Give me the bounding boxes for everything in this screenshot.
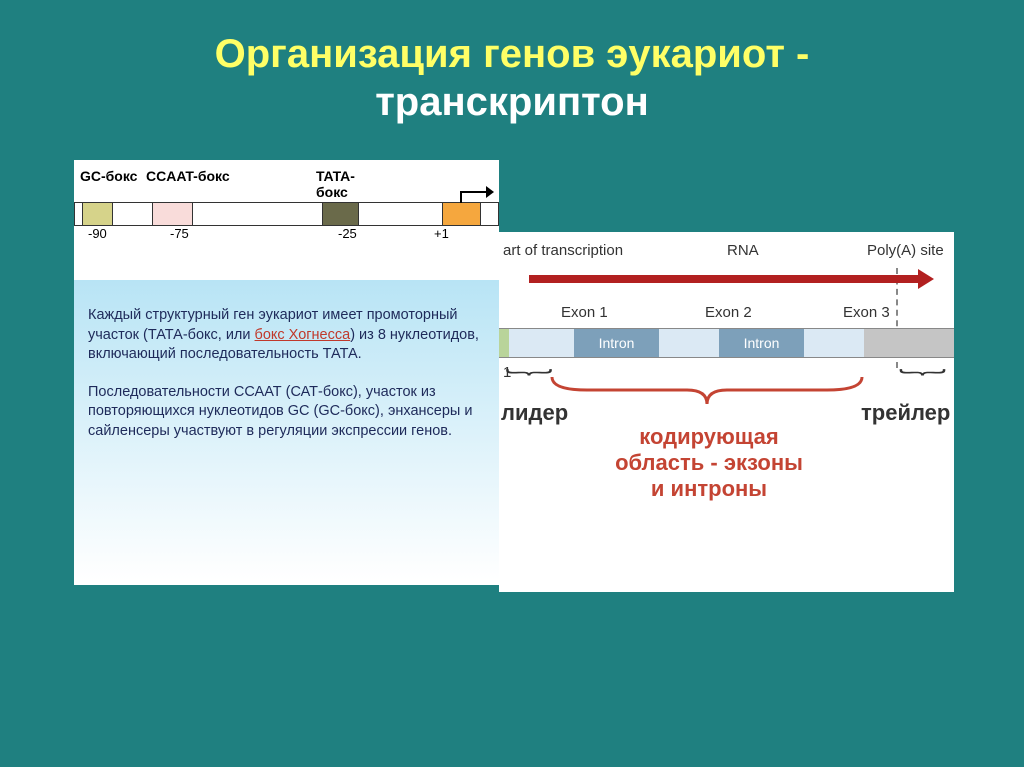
exon3-label: Exon 3 [843,304,890,321]
gene-segment [499,329,509,357]
polya-label: Poly(A) site [867,242,944,259]
gene-segment [864,329,954,357]
gene-segment: Intron [574,329,659,357]
gene-structure-diagram: art of transcription RNA Poly(A) site Ex… [499,232,954,592]
slide-title: Организация генов эукариот - транскрипто… [40,30,984,126]
promoter-segment [193,203,323,225]
coding-line-2: область - экзоны [579,450,839,476]
title-line-1: Организация генов эукариот - [215,32,810,76]
promoter-diagram: GC-бокс CCAAT-бокс TATA-бокс -90 -75 -25… [74,160,499,280]
tick-1: -90 [88,226,107,241]
promoter-segment [113,203,153,225]
promoter-segment [153,203,193,225]
gc-label: GC-бокс [74,168,146,200]
title-line-2: транскриптон [375,80,649,124]
trailer-brace-icon: ︸ [895,370,950,394]
ccaat-label: CCAAT-бокс [146,168,266,200]
tick-3: -25 [338,226,357,241]
hogness-link[interactable]: бокс Хогнесса [255,327,351,343]
exon2-label: Exon 2 [705,304,752,321]
coding-line-1: кодирующая [579,424,839,450]
promoter-segment [323,203,359,225]
promoter-segment [359,203,443,225]
tick-4: +1 [434,226,449,241]
tata-label: TATA-бокс [266,168,376,200]
text-area: Каждый структурный ген эукариот имеет пр… [74,280,499,580]
leader-label: лидер [501,400,568,426]
gene-segment [659,329,719,357]
gene-segment [804,329,864,357]
promoter-segment [443,203,481,225]
coding-line-3: и интроны [579,476,839,502]
coding-region-label: кодирующая область - экзоны и интроны [579,424,839,502]
gene-track: Intron Intron [499,328,954,358]
exon1-label: Exon 1 [561,304,608,321]
paragraph-1: Каждый структурный ген эукариот имеет пр… [88,306,485,365]
trailer-label: трейлер [861,400,950,426]
promoter-labels: GC-бокс CCAAT-бокс TATA-бокс [74,168,499,200]
promoter-segment [83,203,113,225]
coding-brace-icon [547,372,867,412]
promoter-segment [75,203,83,225]
tss-arrow-icon [460,185,490,203]
tick-2: -75 [170,226,189,241]
gene-segment [509,329,574,357]
paragraph-2: Последовательности ССААТ (САТ-бокс), уча… [88,383,485,442]
rna-arrow-icon [529,272,934,286]
gene-segment: Intron [719,329,804,357]
promoter-ticks: -90 -75 -25 +1 [74,226,499,246]
start-transcription-label: art of transcription [503,242,623,259]
promoter-track [74,202,499,226]
rna-label: RNA [727,242,759,259]
left-content-box: GC-бокс CCAAT-бокс TATA-бокс -90 -75 -25… [74,160,499,585]
slide: Организация генов эукариот - транскрипто… [0,0,1024,767]
